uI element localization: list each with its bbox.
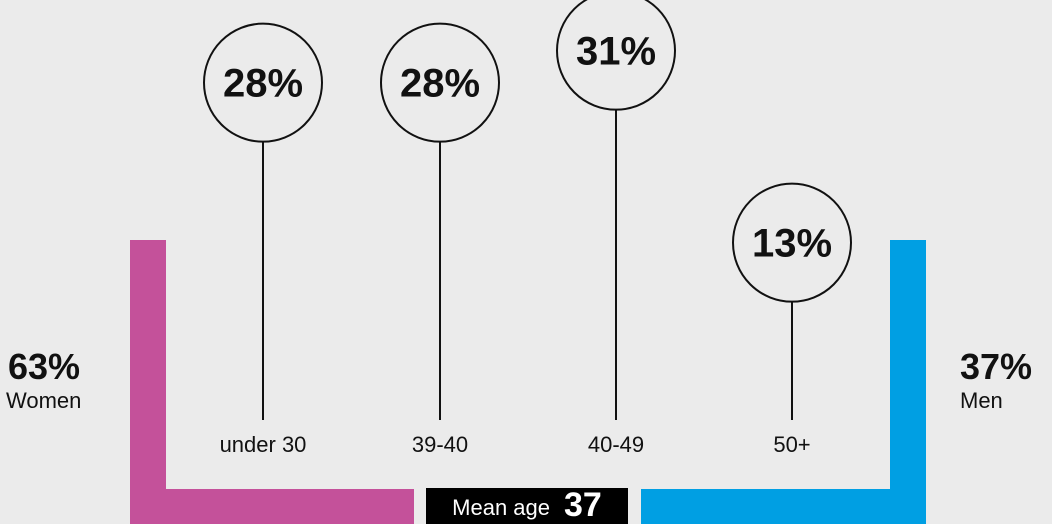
category-label: under 30 — [220, 432, 307, 457]
category-label: 50+ — [773, 432, 810, 457]
category-label: 39-40 — [412, 432, 468, 457]
men-label: Men — [960, 390, 1003, 412]
mean-age-label: Mean age — [452, 494, 550, 522]
category-label: 40-49 — [588, 432, 644, 457]
men-percentage: 37% — [960, 349, 1032, 385]
women-bracket — [130, 240, 414, 524]
value-label: 28% — [400, 62, 480, 106]
men-bracket — [641, 240, 926, 524]
value-label: 31% — [576, 30, 656, 74]
mean-age-value: 37 — [564, 488, 602, 522]
mean-age-box: Mean age 37 — [426, 488, 628, 524]
women-label: Women — [6, 390, 81, 412]
women-percentage: 63% — [8, 349, 80, 385]
value-label: 13% — [752, 222, 832, 266]
value-label: 28% — [223, 62, 303, 106]
